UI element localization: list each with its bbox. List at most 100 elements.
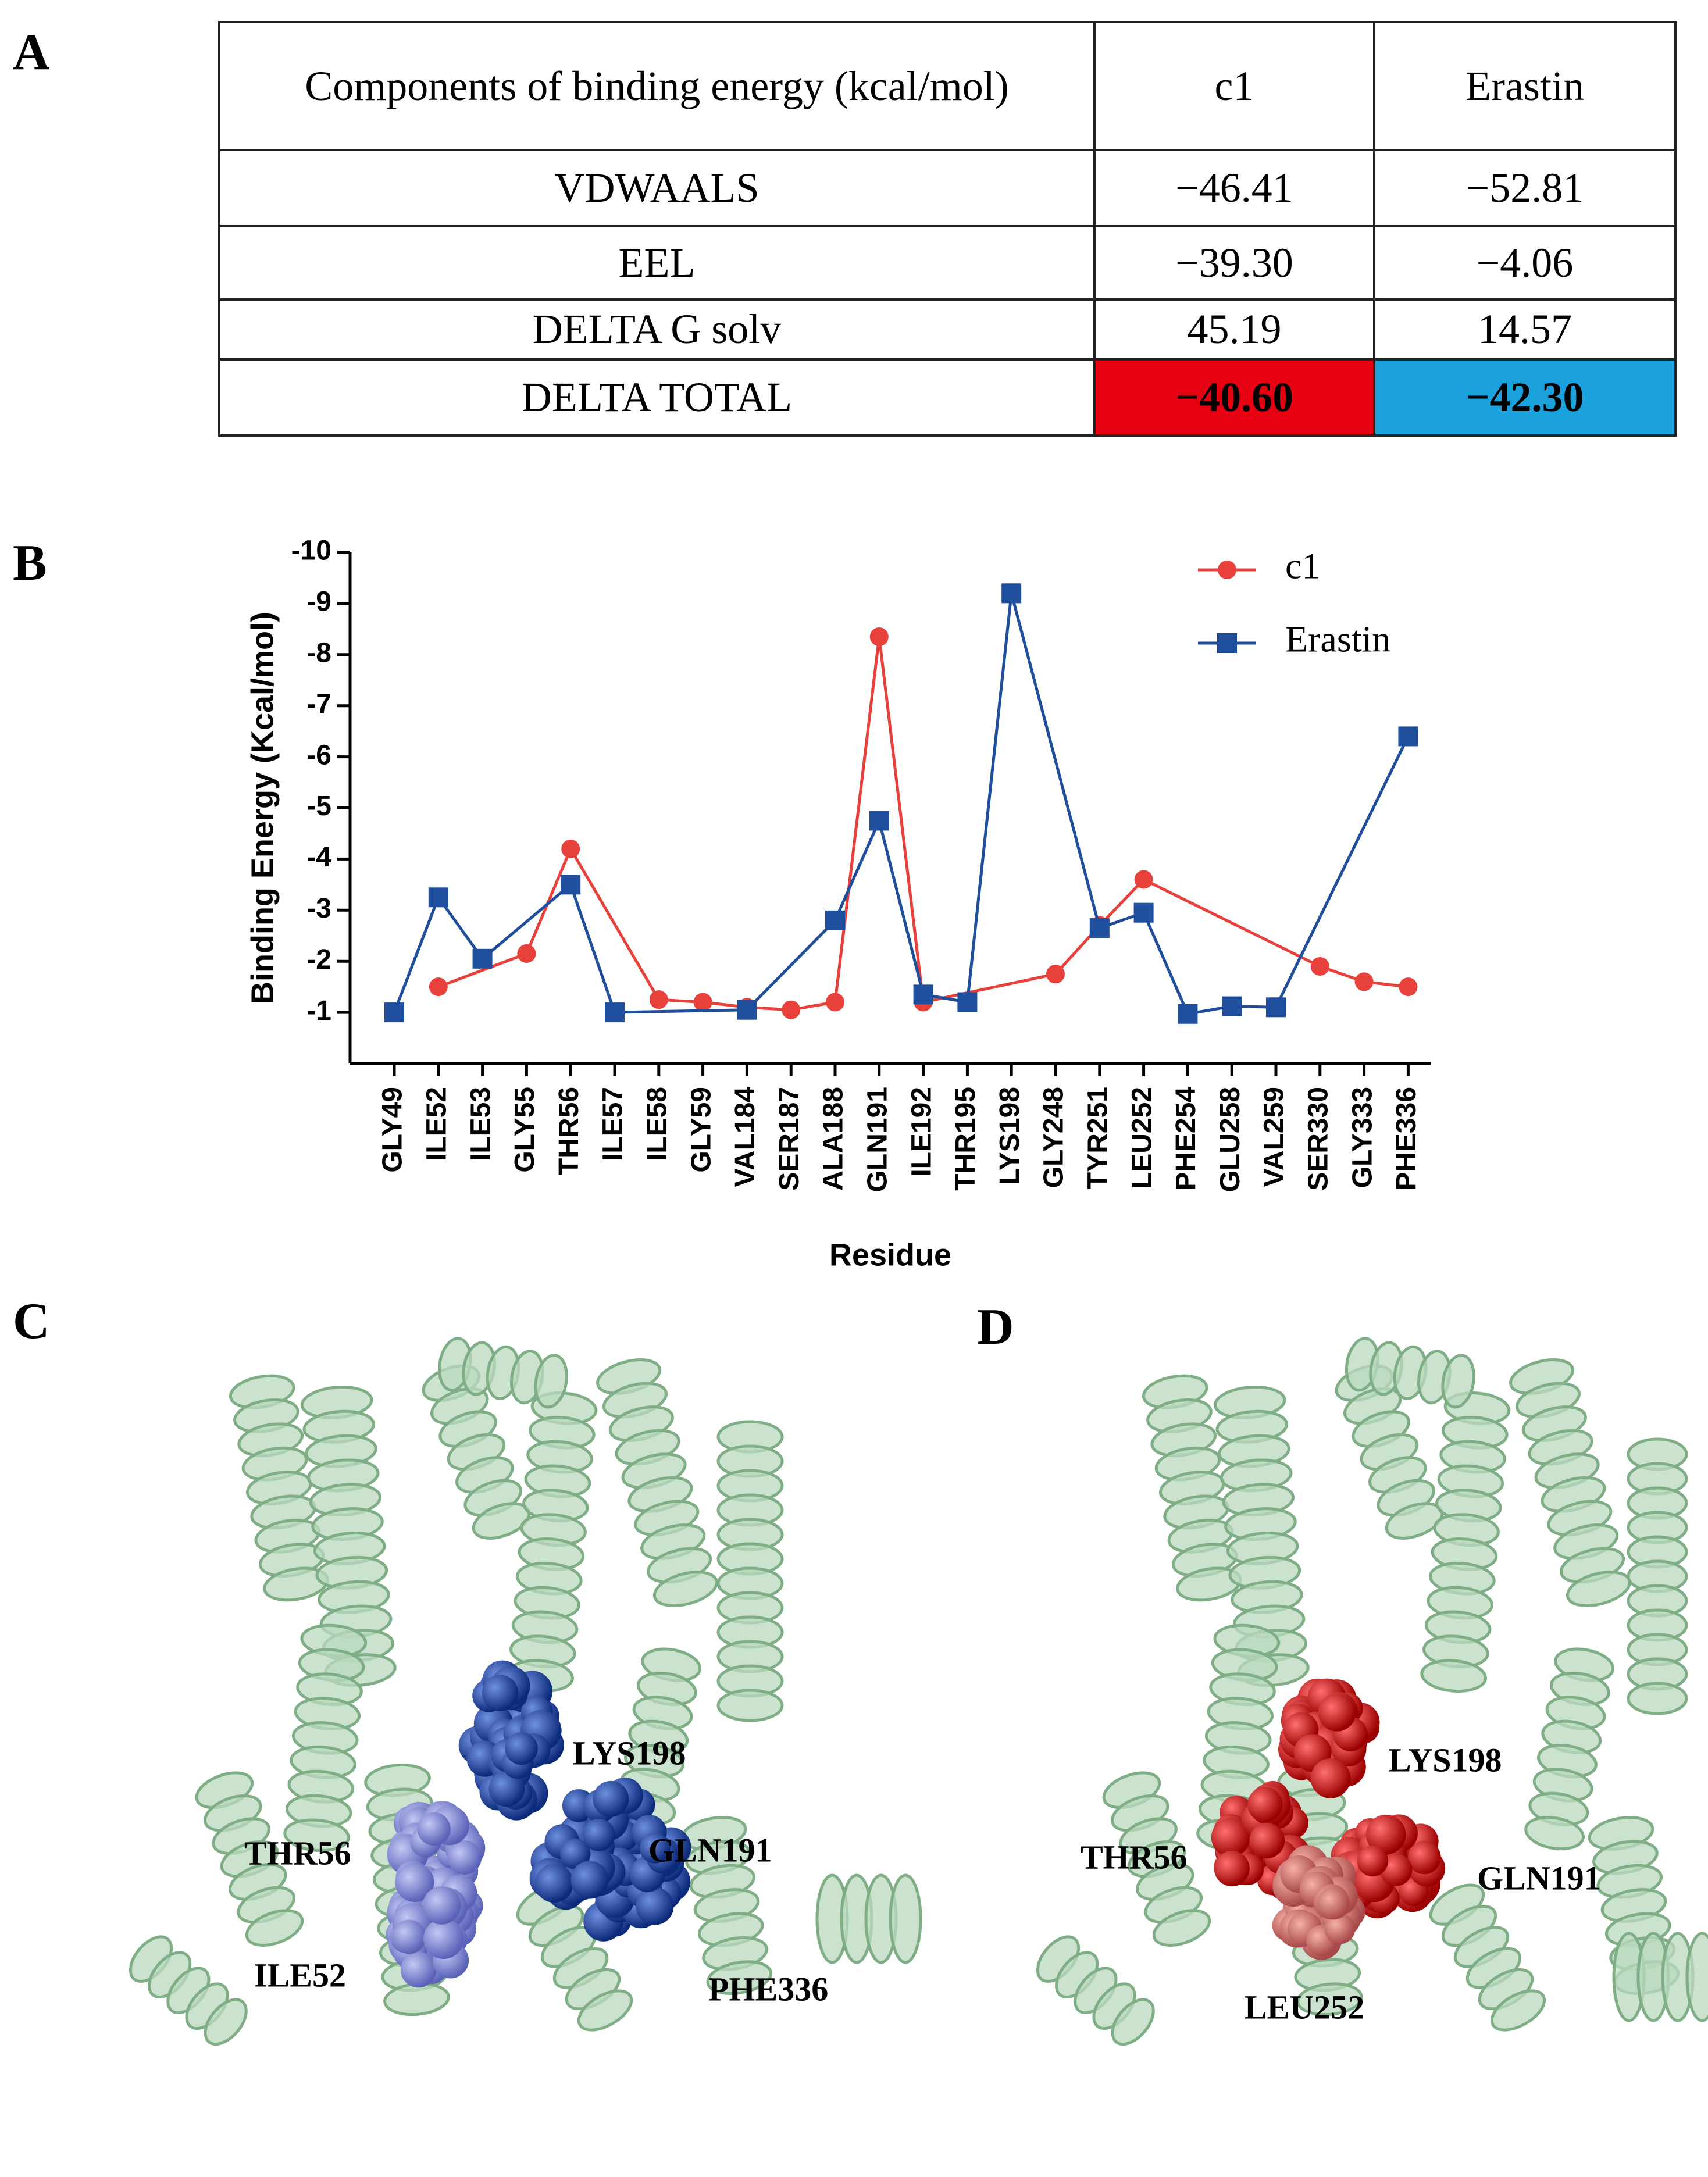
marker [1266, 997, 1286, 1018]
helix [1345, 1337, 1475, 1409]
atom-sphere [423, 1918, 464, 1960]
atom-sphere [505, 1732, 538, 1765]
connector [437, 896, 484, 960]
x-tick-label: ALA188 [818, 1087, 849, 1191]
residue-label: PHE336 [708, 1970, 828, 2008]
helix-turn [283, 1818, 350, 1853]
marker [1310, 957, 1329, 976]
residue-label: LYS198 [1389, 1741, 1502, 1779]
helix [507, 1391, 598, 1693]
residue-label: ILE52 [254, 1956, 346, 1994]
marker [561, 875, 581, 895]
helix [1612, 1932, 1708, 2022]
x-tick-label: SER330 [1303, 1087, 1333, 1191]
connector [878, 636, 925, 1002]
helix [680, 1816, 773, 1995]
connector [878, 820, 925, 995]
y-tick-label: -3 [306, 893, 331, 924]
row-label: DELTA TOTAL [218, 358, 1096, 437]
helix-turn [1685, 1932, 1708, 2022]
connector [393, 897, 440, 1013]
helix [1509, 1358, 1631, 1607]
x-tick-label: GLU258 [1215, 1087, 1246, 1192]
header-cell: Erastin [1373, 21, 1677, 151]
marker [1222, 996, 1242, 1016]
helix-turn [1490, 1989, 1546, 2032]
y-tick-label: -4 [306, 842, 331, 873]
atom-sphere [534, 1864, 574, 1903]
marker [1134, 870, 1153, 889]
cell: −46.41 [1093, 149, 1375, 227]
residue-label: THR56 [244, 1834, 351, 1872]
helix [1524, 1647, 1615, 1851]
marker [1089, 918, 1110, 938]
marker [561, 839, 580, 858]
x-tick-label: PHE336 [1391, 1087, 1422, 1191]
x-tick-label: ILE192 [906, 1087, 937, 1177]
marker [649, 990, 668, 1009]
atom-sphere [1365, 1814, 1406, 1855]
x-tick-label: THR195 [950, 1087, 981, 1191]
marker [428, 887, 448, 908]
highlight-cell: −40.60 [1093, 358, 1375, 437]
marker [825, 910, 845, 930]
helix [1420, 1391, 1511, 1693]
panel-label: B [13, 535, 47, 591]
panel-label: C [13, 1293, 50, 1350]
cell: −4.06 [1373, 225, 1677, 301]
x-axis-label: Residue [829, 1237, 951, 1272]
helix [815, 1873, 922, 1964]
connector [437, 952, 527, 988]
helix-turn [577, 1989, 633, 2032]
atom-sphere [417, 1812, 451, 1846]
y-tick-label: -8 [306, 637, 331, 668]
x-tick-label: PHE254 [1171, 1087, 1201, 1191]
helix-turn [534, 1354, 568, 1409]
marker [1354, 972, 1374, 991]
atom-sphere [482, 1675, 519, 1711]
x-tick-label: ILE57 [598, 1087, 629, 1161]
x-tick-label: GLY55 [509, 1087, 540, 1173]
marker [1178, 1004, 1198, 1024]
cell: 14.57 [1373, 298, 1677, 361]
helix-turn [204, 1998, 248, 2046]
marker [1218, 561, 1236, 579]
connector [1098, 878, 1145, 927]
marker [826, 993, 844, 1012]
connector [746, 919, 836, 1011]
atom-sphere [636, 1887, 674, 1925]
marker [472, 948, 493, 969]
row-label: EEL [218, 225, 1096, 301]
cell: 45.19 [1093, 298, 1375, 361]
x-tick-label: VAL259 [1259, 1087, 1290, 1187]
atom-sphere [570, 1861, 609, 1899]
x-tick-label: SER187 [774, 1087, 805, 1191]
connector [614, 1008, 747, 1014]
helix [716, 1420, 784, 1722]
helix [596, 1358, 718, 1607]
helix-turn [245, 1909, 304, 1947]
atom-sphere [422, 1886, 461, 1925]
x-tick-label: LEU252 [1126, 1087, 1157, 1189]
cell: −52.81 [1373, 149, 1677, 227]
helix [1102, 1771, 1211, 1947]
marker [1133, 902, 1154, 923]
helix-turn [1441, 1354, 1475, 1409]
header-cell: c1 [1093, 21, 1375, 151]
atom-sphere [1318, 1693, 1356, 1732]
atom-sphere [391, 1919, 426, 1954]
x-tick-label: LYS198 [994, 1087, 1025, 1185]
y-tick-label: -2 [306, 944, 331, 975]
connector [569, 848, 660, 1001]
marker [869, 811, 889, 831]
connector [569, 884, 616, 1013]
x-tick-label: GLY59 [686, 1087, 716, 1173]
highlight-cell: −42.30 [1373, 358, 1677, 437]
marker [869, 627, 889, 647]
y-tick-label: -10 [291, 536, 331, 566]
helix-turn [652, 1571, 718, 1607]
atom-sphere [400, 1951, 437, 1988]
helix-turn [1524, 1816, 1585, 1851]
y-tick-label: -9 [306, 587, 331, 618]
